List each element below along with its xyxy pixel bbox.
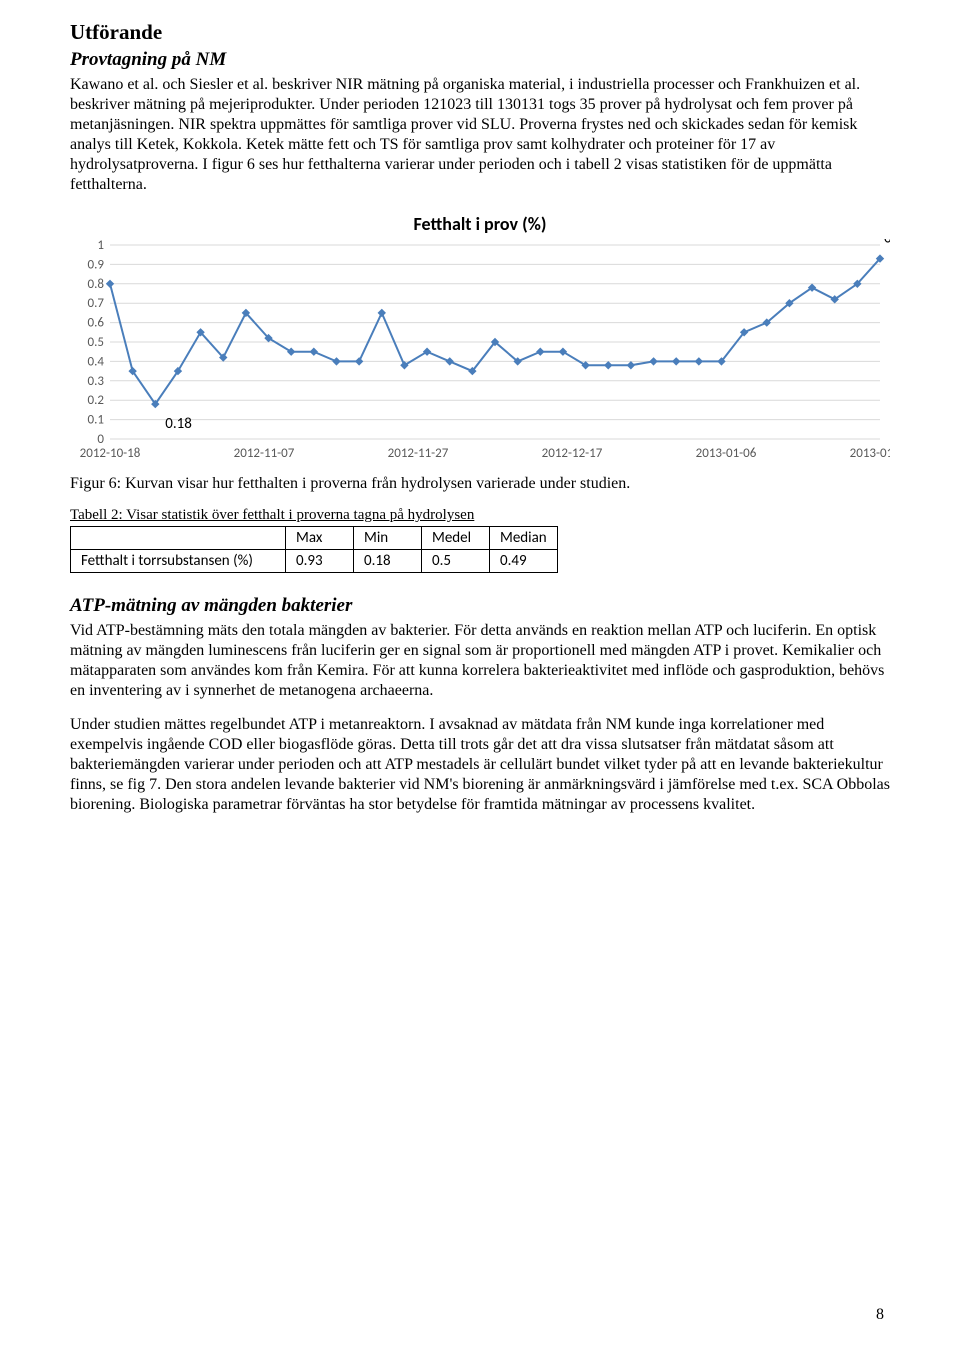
table-cell-max: 0.93 <box>286 550 354 573</box>
svg-text:0.93: 0.93 <box>884 239 890 248</box>
stats-table: Max Min Medel Median Fetthalt i torrsubs… <box>70 526 558 573</box>
chart-title: Fetthalt i prov (%) <box>70 213 890 235</box>
fetthalt-chart: Fetthalt i prov (%) 00.10.20.30.40.50.60… <box>70 213 890 469</box>
subheading-provtagning: Provtagning på NM <box>70 49 890 71</box>
svg-text:0.7: 0.7 <box>88 296 105 311</box>
table-header-max: Max <box>286 527 354 550</box>
table-cell-min: 0.18 <box>354 550 422 573</box>
svg-text:0: 0 <box>97 432 104 447</box>
table-header-median: Median <box>490 527 558 550</box>
svg-text:2012-11-27: 2012-11-27 <box>388 446 449 461</box>
table-header-medel: Medel <box>422 527 490 550</box>
svg-text:2012-12-17: 2012-12-17 <box>542 446 603 461</box>
section-heading-utforande: Utförande <box>70 20 890 45</box>
subheading-atp: ATP-mätning av mängden bakterier <box>70 595 890 617</box>
table-cell-median: 0.49 <box>490 550 558 573</box>
svg-text:0.4: 0.4 <box>88 354 105 369</box>
svg-text:0.3: 0.3 <box>88 374 105 389</box>
table-row: Fetthalt i torrsubstansen (%) 0.93 0.18 … <box>71 550 558 573</box>
table-caption: Tabell 2: Visar statistik över fetthalt … <box>70 507 890 524</box>
svg-text:0.9: 0.9 <box>88 257 105 272</box>
table-header-row: Max Min Medel Median <box>71 527 558 550</box>
table-row-label: Fetthalt i torrsubstansen (%) <box>71 550 286 573</box>
svg-text:0.1: 0.1 <box>88 413 104 428</box>
para-1: Kawano et al. och Siesler et al. beskriv… <box>70 75 890 195</box>
svg-text:0.2: 0.2 <box>88 393 105 408</box>
svg-text:0.18: 0.18 <box>165 415 192 433</box>
figure-caption: Figur 6: Kurvan visar hur fetthalten i p… <box>70 475 890 493</box>
svg-text:2013-01-06: 2013-01-06 <box>696 446 757 461</box>
table-header-empty <box>71 527 286 550</box>
table-cell-medel: 0.5 <box>422 550 490 573</box>
svg-text:0.8: 0.8 <box>88 277 105 292</box>
svg-text:2012-11-07: 2012-11-07 <box>234 446 295 461</box>
svg-text:2013-01-26: 2013-01-26 <box>850 446 890 461</box>
svg-text:0.5: 0.5 <box>88 335 104 350</box>
table-header-min: Min <box>354 527 422 550</box>
para-atp-2: Under studien mättes regelbundet ATP i m… <box>70 715 890 815</box>
para-atp-1: Vid ATP-bestämning mäts den totala mängd… <box>70 621 890 701</box>
svg-text:2012-10-18: 2012-10-18 <box>80 446 141 461</box>
svg-text:0.6: 0.6 <box>88 316 105 331</box>
chart-svg: 0 0.1 0.2 0.3 0.4 0.5 0.6 0.7 0.8 0.9 1 2012-10-18 2… <box>70 239 890 469</box>
page-number: 8 <box>876 1306 884 1324</box>
svg-text:1: 1 <box>97 239 104 253</box>
